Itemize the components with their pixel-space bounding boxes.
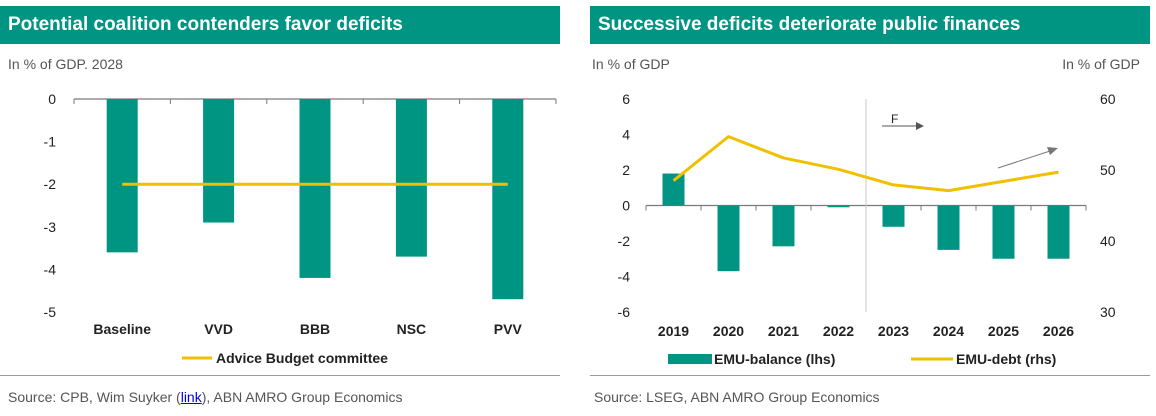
y-tick-label-left: -4 (618, 269, 631, 285)
bar (1047, 205, 1070, 259)
y-tick-label: -4 (44, 261, 57, 277)
bar (772, 205, 795, 247)
bar (827, 205, 850, 208)
x-tick-label: 2022 (823, 323, 854, 339)
bar (662, 173, 685, 206)
y-tick-label-left: -2 (618, 233, 631, 249)
y-tick-label: -5 (44, 304, 57, 320)
y-tick-label-left: 6 (622, 91, 630, 107)
x-tick-label: BBB (300, 321, 330, 337)
y-tick-label-right: 50 (1100, 162, 1116, 178)
right-chart-title: Successive deficits deteriorate public f… (590, 6, 1150, 44)
bar (106, 99, 138, 253)
y-tick-label-left: 2 (622, 162, 630, 178)
x-tick-label: 2025 (988, 323, 1019, 339)
x-tick-label: 2019 (658, 323, 689, 339)
right-chart-subtitle-left: In % of GDP (592, 56, 670, 72)
trend-arrowhead-icon (1047, 147, 1058, 155)
y-tick-label-left: 0 (622, 198, 630, 214)
y-tick-label-right: 60 (1100, 91, 1116, 107)
left-source-prefix: Source: CPB, Wim Suyker ( (8, 389, 181, 405)
x-tick-label: Baseline (93, 321, 151, 337)
legend-label: Advice Budget committee (216, 350, 388, 366)
right-chart-panel: Successive deficits deteriorate public f… (590, 0, 1156, 416)
x-tick-label: 2021 (768, 323, 799, 339)
x-tick-label: 2023 (878, 323, 909, 339)
x-tick-label: 2020 (713, 323, 744, 339)
y-tick-label-right: 40 (1100, 233, 1116, 249)
right-chart: 6 4 2 0 -2 -4 -6 60 50 40 30 F 2019 2020 2021 2022 2023 2… (618, 91, 1116, 367)
y-tick-label-left: -6 (618, 304, 631, 320)
left-chart-title: Potential coalition contenders favor def… (0, 6, 560, 44)
x-tick-label: PVV (494, 321, 523, 337)
right-source-divider (590, 375, 1150, 376)
left-chart-panel: Potential coalition contenders favor def… (0, 0, 566, 416)
x-tick-label: 2026 (1043, 323, 1074, 339)
x-tick-label: VVD (204, 321, 233, 337)
bar (395, 99, 427, 257)
left-source-suffix: ), ABN AMRO Group Economics (201, 389, 403, 405)
y-tick-label: -3 (44, 219, 57, 235)
y-tick-label-right: 30 (1100, 304, 1116, 320)
forecast-label: F (891, 112, 898, 126)
left-chart: 0 -1 -2 -3 -4 -5 Baseline VVD BBB NSC PVV Advice Bu… (44, 91, 557, 366)
bar (492, 99, 524, 300)
bar (717, 205, 740, 272)
bar (203, 99, 235, 223)
left-source-divider (0, 375, 560, 376)
x-tick-label: NSC (397, 321, 427, 337)
legend-label-debt: EMU-debt (rhs) (956, 351, 1056, 367)
bar (299, 99, 331, 278)
y-tick-label: -1 (44, 134, 57, 150)
x-tick-label: 2024 (933, 323, 964, 339)
left-chart-subtitle: In % of GDP. 2028 (8, 56, 123, 72)
forecast-arrowhead-icon (916, 122, 924, 130)
trend-arrow-icon (997, 150, 1051, 169)
y-tick-label: 0 (48, 91, 56, 107)
bar (882, 205, 905, 227)
y-tick-label-left: 4 (622, 127, 630, 143)
right-source: Source: LSEG, ABN AMRO Group Economics (594, 389, 880, 405)
right-chart-subtitle-right: In % of GDP (1062, 56, 1140, 72)
source-link[interactable]: link (180, 389, 202, 405)
y-tick-label: -2 (44, 176, 57, 192)
debt-line (672, 135, 1059, 193)
left-source: Source: CPB, Wim Suyker (link), ABN AMRO… (8, 389, 402, 405)
bar (992, 205, 1015, 259)
legend-bar-swatch (668, 354, 712, 364)
legend-label-balance: EMU-balance (lhs) (714, 351, 835, 367)
bar (937, 205, 960, 250)
